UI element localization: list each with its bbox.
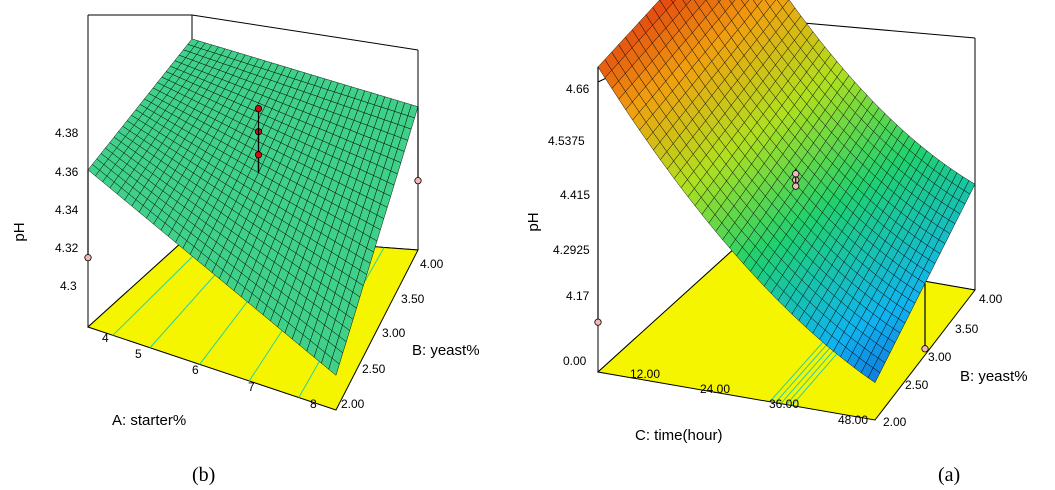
z-tick-label: 4.36 [55,165,79,179]
panel-a-y-axis: 2.00 2.50 3.00 3.50 4.00 B: yeast% [883,292,1028,429]
x-axis-label: C: time(hour) [635,427,723,444]
y-axis-label: B: yeast% [960,368,1028,385]
design-point-marker [792,182,800,190]
z-tick-label: 4.17 [566,289,590,303]
surface-facet [867,367,881,383]
z-tick-label: 4.5375 [548,134,585,148]
panel-b-surface [87,38,419,376]
x-tick-label: 5 [135,347,142,361]
y-tick-label: 4.00 [979,292,1003,306]
x-tick-label: 4 [102,331,109,345]
panel-b-design-points [84,104,422,262]
design-point-marker [254,104,263,113]
x-tick-label: 12.00 [630,367,660,381]
surface-facet [717,0,722,3]
y-axis-label: B: yeast% [412,342,480,359]
z-tick-label: 4.32 [55,241,79,255]
design-point-marker [594,318,602,326]
panel-a-surface [597,0,976,383]
x-tick-label: 48.00 [838,413,868,427]
y-tick-label: 3.50 [401,292,425,306]
panel-a-design-points [594,66,929,353]
x-tick-label: 24.00 [700,382,730,396]
panel-a: 4.17 4.2925 4.415 4.5375 4.66 pH 0.00 12… [525,0,1028,486]
panel-caption: (b) [192,464,215,486]
y-tick-label: 2.50 [905,378,929,392]
x-tick-label: 36.00 [769,397,799,411]
panel-b: 4.3 4.32 4.34 4.36 4.38 pH 4 5 6 7 8 A: … [11,14,480,486]
design-point-marker [921,345,929,353]
panel-b-y-axis: 2.00 2.50 3.00 3.50 4.00 B: yeast% [341,257,480,411]
z-tick-label: 4.34 [55,203,79,217]
design-point-marker [254,151,263,159]
surface-facet [670,0,676,4]
x-tick-label: 0.00 [563,354,587,368]
panel-b-x-axis: 4 5 6 7 8 A: starter% [102,331,317,429]
y-tick-label: 3.50 [955,322,979,336]
panel-b-z-axis: 4.3 4.32 4.34 4.36 4.38 pH [11,126,79,293]
y-tick-label: 3.00 [928,350,952,364]
y-tick-label: 4.00 [420,257,444,271]
z-tick-label: 4.66 [566,82,590,96]
z-axis-label: pH [525,212,542,231]
z-tick-label: 4.38 [55,126,79,140]
y-tick-label: 2.50 [362,362,386,376]
y-tick-label: 2.00 [341,397,365,411]
panel-a-z-axis: 4.17 4.2925 4.415 4.5375 4.66 pH [525,82,590,303]
surface-facet [328,357,340,376]
panel-a-x-axis: 0.00 12.00 24.00 36.00 48.00 C: time(hou… [563,354,868,444]
design-point-marker [414,177,422,185]
x-tick-label: 7 [248,380,255,394]
x-tick-label: 8 [310,397,317,411]
z-axis-label: pH [11,222,28,241]
z-tick-label: 4.3 [60,279,77,293]
x-tick-label: 6 [192,363,199,377]
design-point-marker [792,170,800,178]
y-tick-label: 2.00 [883,415,907,429]
panel-caption: (a) [938,464,960,486]
y-tick-label: 3.00 [382,326,406,340]
design-point-marker [84,254,92,262]
z-tick-label: 4.415 [560,188,590,202]
z-tick-label: 4.2925 [553,243,590,257]
x-axis-label: A: starter% [112,412,186,429]
